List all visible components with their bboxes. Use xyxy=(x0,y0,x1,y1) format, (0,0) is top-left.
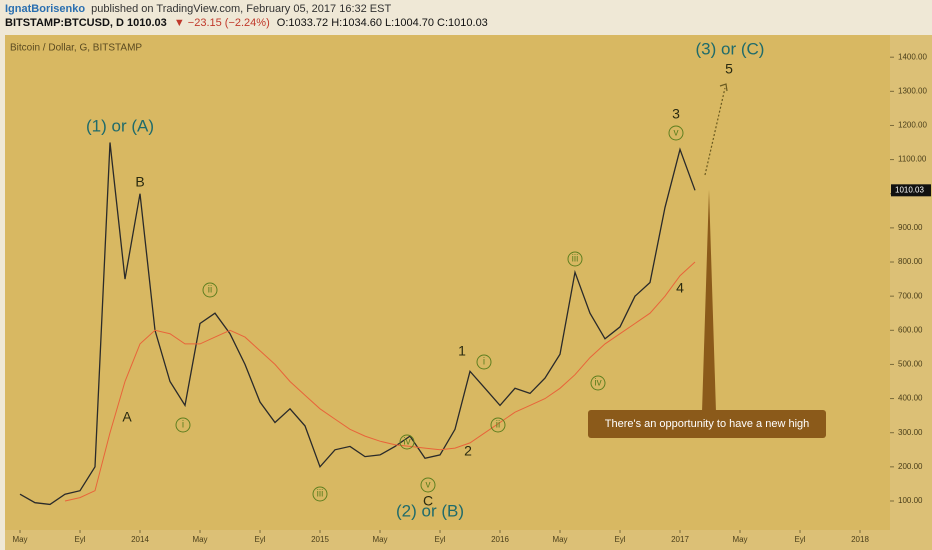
wave-label: A xyxy=(122,409,132,425)
wave-label: i xyxy=(182,420,184,431)
chart-title: Bitcoin / Dollar, G, BITSTAMP xyxy=(10,43,142,54)
x-tick-label: 2014 xyxy=(131,535,149,544)
wave-circle xyxy=(668,125,684,141)
arrow-head xyxy=(719,83,728,92)
published: published on TradingView.com, February 0… xyxy=(91,3,391,15)
x-tick-label: Eyl xyxy=(254,535,265,544)
price-line xyxy=(64,261,696,502)
change: ▼ −23.15 (−2.24%) xyxy=(174,17,270,29)
wave-circle xyxy=(476,354,492,370)
x-tick-label: 2016 xyxy=(491,535,509,544)
x-tick-label: Eyl xyxy=(74,535,85,544)
x-tick-label: May xyxy=(192,535,207,544)
wave-circle xyxy=(399,434,415,450)
y-tick-label: 1300.00 xyxy=(898,86,927,95)
wave-circle xyxy=(202,282,218,298)
price-line xyxy=(19,142,696,506)
wave-label: iii xyxy=(572,254,579,265)
y-tick-label: 300.00 xyxy=(898,428,923,437)
wave-label: iv xyxy=(594,378,601,389)
y-tick-label: 1100.00 xyxy=(898,155,927,164)
x-tick-label: May xyxy=(372,535,387,544)
wave-label: iii xyxy=(317,489,324,500)
wave-circle xyxy=(590,375,606,391)
last-price-label: 1010.03 xyxy=(895,185,924,194)
wave-circle xyxy=(567,251,583,267)
x-tick-label: 2015 xyxy=(311,535,329,544)
x-tick-label: 2018 xyxy=(851,535,869,544)
projection-arrow xyxy=(704,87,726,176)
callout-pointer xyxy=(702,190,716,412)
y-tick-label: 900.00 xyxy=(898,223,923,232)
callout-box xyxy=(588,410,826,438)
wave-label: (2) or (B) xyxy=(396,501,464,520)
price-axis xyxy=(890,35,932,530)
wave-circle xyxy=(175,417,191,433)
symbol: BITSTAMP:BTCUSD, D 1010.03 xyxy=(5,17,167,29)
x-tick-label: May xyxy=(552,535,567,544)
wave-label: 2 xyxy=(464,443,472,459)
wave-label: 3 xyxy=(672,106,680,122)
wave-label: ii xyxy=(496,420,500,431)
callout-text: There's an opportunity to have a new hig… xyxy=(605,418,810,430)
header-line: IgnatBorisenko published on TradingView.… xyxy=(5,3,391,15)
last-price-tag xyxy=(891,184,931,197)
wave-label: (3) or (C) xyxy=(696,39,765,58)
wave-label: i xyxy=(483,357,485,368)
y-tick-label: 200.00 xyxy=(898,462,923,471)
wave-label: 5 xyxy=(725,61,733,77)
x-tick-label: Eyl xyxy=(614,535,625,544)
x-tick-label: May xyxy=(12,535,27,544)
ohlc: O:1033.72 H:1034.60 L:1004.70 C:1010.03 xyxy=(277,17,488,29)
x-tick-label: May xyxy=(732,535,747,544)
x-tick-label: 2017 xyxy=(671,535,689,544)
y-tick-label: 500.00 xyxy=(898,360,923,369)
y-tick-label: 400.00 xyxy=(898,394,923,403)
x-tick-label: Eyl xyxy=(794,535,805,544)
wave-label: 4 xyxy=(676,280,684,296)
y-tick-label: 100.00 xyxy=(898,496,923,505)
y-tick-label: 1400.00 xyxy=(898,52,927,61)
wave-label: B xyxy=(135,174,144,190)
time-axis xyxy=(5,530,932,550)
author: IgnatBorisenko xyxy=(5,3,85,15)
ticker-line: BITSTAMP:BTCUSD, D 1010.03 ▼ −23.15 (−2.… xyxy=(5,17,488,29)
wave-label: ii xyxy=(208,285,212,296)
wave-label: (1) or (A) xyxy=(86,116,154,135)
wave-circle xyxy=(312,486,328,502)
wave-circle xyxy=(490,417,506,433)
x-tick-label: Eyl xyxy=(434,535,445,544)
wave-label: 1 xyxy=(458,343,466,359)
wave-circle xyxy=(420,477,436,493)
y-tick-label: 700.00 xyxy=(898,291,923,300)
plot-area xyxy=(5,35,890,530)
wave-label: v xyxy=(426,480,431,491)
y-tick-label: 800.00 xyxy=(898,257,923,266)
y-tick-label: 1200.00 xyxy=(898,121,927,130)
wave-label: v xyxy=(674,128,679,139)
y-tick-label: 600.00 xyxy=(898,325,923,334)
wave-label: iv xyxy=(403,437,410,448)
wave-label: C xyxy=(423,493,433,509)
